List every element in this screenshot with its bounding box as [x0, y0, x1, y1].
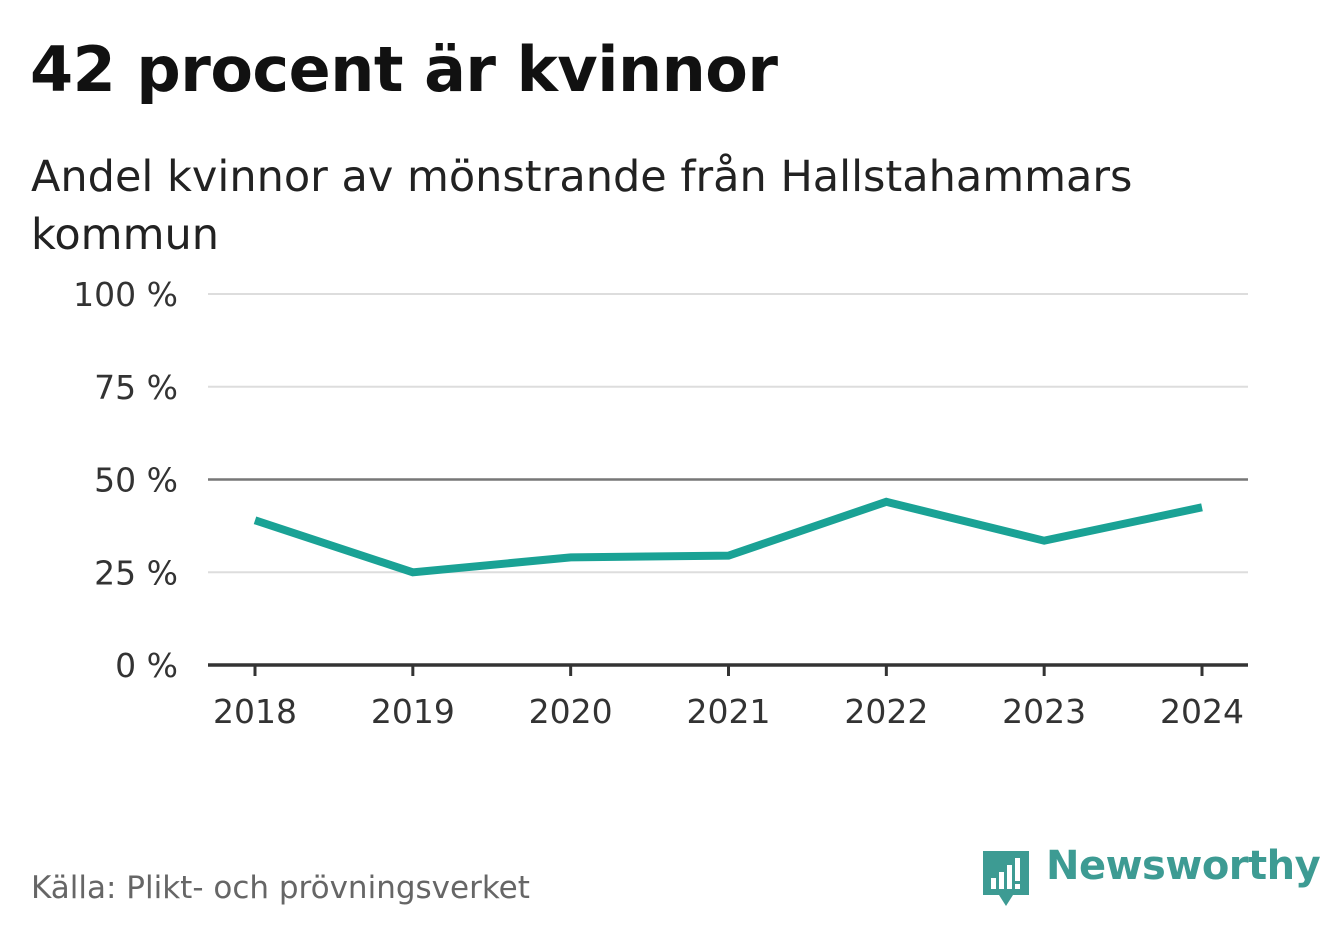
x-tick-label: 2022	[844, 692, 928, 731]
y-tick-label: 75 %	[94, 368, 178, 407]
x-tick-label: 2020	[529, 692, 613, 731]
y-tick-label: 100 %	[73, 275, 178, 314]
newsworthy-logo-icon	[983, 851, 1029, 906]
x-tick-label: 2024	[1160, 692, 1244, 731]
x-tick-label: 2023	[1002, 692, 1086, 731]
x-tick-label: 2021	[687, 692, 771, 731]
brand-logo: Newsworthy	[980, 843, 1321, 912]
x-tick-label: 2019	[371, 692, 455, 731]
y-tick-label: 0 %	[115, 646, 178, 685]
line-chart: 0 % 25 % 50 % 75 % 100 % 2018 2019 2020 2021 2022…	[73, 275, 1248, 731]
x-tick-label: 2018	[213, 692, 297, 731]
source-note: Källa: Plikt- och prövningsverket	[31, 870, 530, 906]
y-tick-label: 25 %	[94, 553, 178, 592]
y-tick-label: 50 %	[94, 461, 178, 500]
chart-subtitle: Andel kvinnor av mönstrande från Hallsta…	[31, 152, 1133, 260]
chart-title: 42 procent är kvinnor	[30, 33, 778, 106]
series-line	[253, 497, 1203, 577]
brand-name: Newsworthy	[1046, 843, 1321, 889]
